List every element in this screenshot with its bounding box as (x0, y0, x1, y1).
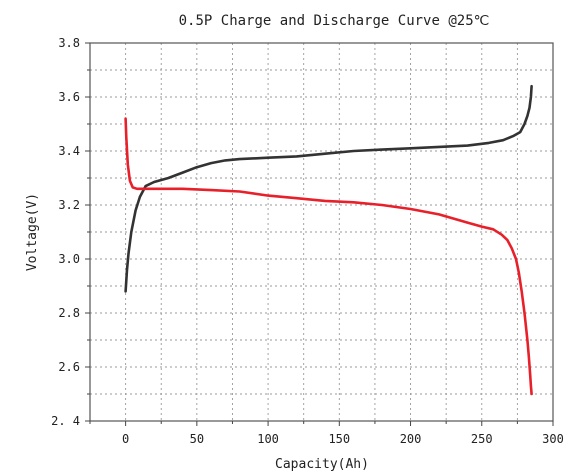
y-tick-label: 3.6 (58, 90, 80, 104)
x-tick-label: 150 (328, 432, 350, 446)
tick-layer: 0 50 100 150 200 250 300 2. 4 2.6 2.8 3.0 3.2 3.4 3.6… (51, 36, 564, 446)
y-tick-label: 2.8 (58, 306, 80, 320)
y-tick-label: 3.2 (58, 198, 80, 212)
x-tick-label: 300 (542, 432, 564, 446)
y-tick-label: 3.4 (58, 144, 80, 158)
series-layer (124, 84, 533, 396)
x-tick-label: 100 (257, 432, 279, 446)
y-tick-label: 3.8 (58, 36, 80, 50)
x-tick-label: 0 (122, 432, 129, 446)
grid-layer (90, 43, 553, 421)
y-axis-label: Voltage(V) (25, 193, 40, 271)
discharge-curve (124, 117, 533, 396)
x-tick-label: 50 (190, 432, 204, 446)
chart-title: 0.5P Charge and Discharge Curve @25℃ (179, 13, 490, 29)
x-tick-label: 250 (471, 432, 493, 446)
y-tick-label: 3.0 (58, 252, 80, 266)
x-axis-label: Capacity(Ah) (275, 457, 369, 472)
x-tick-label: 200 (400, 432, 422, 446)
y-tick-label: 2.6 (58, 360, 80, 374)
y-tick-label: 2. 4 (51, 414, 80, 428)
charge-curve (124, 84, 533, 293)
